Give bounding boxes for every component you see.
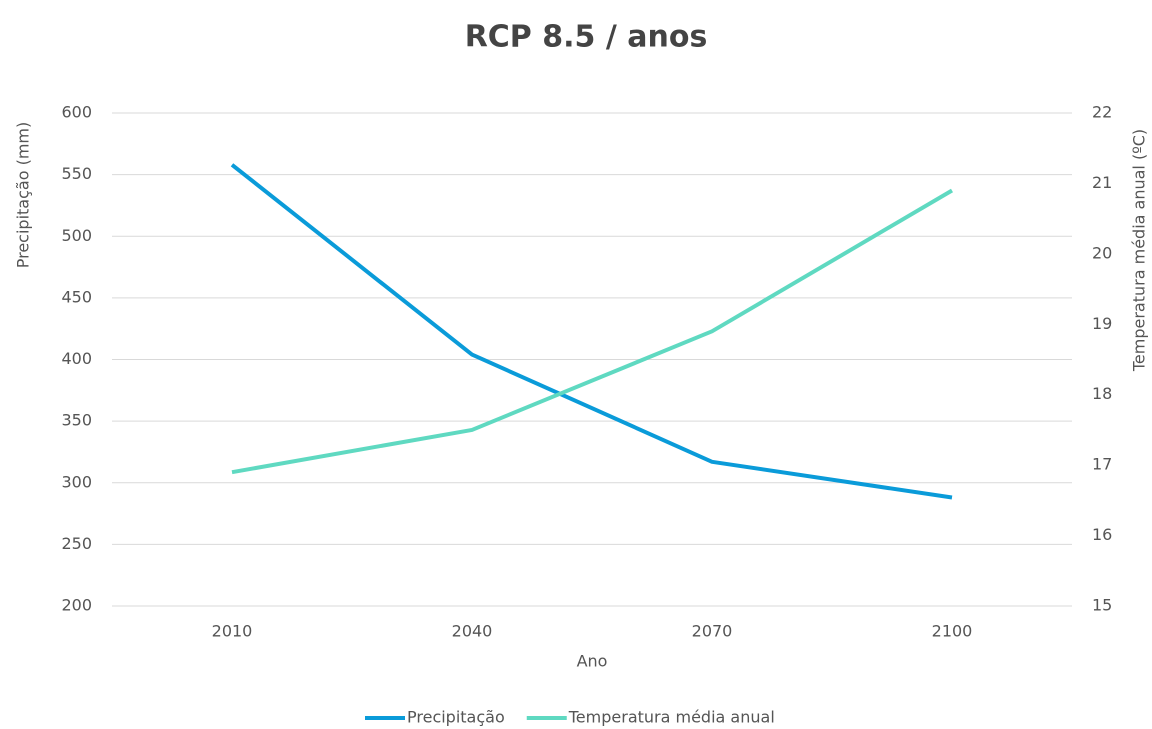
y-axis-label: Precipitação (mm) — [14, 122, 33, 269]
x-tick-label: 2040 — [452, 622, 493, 641]
y-tick-label: 350 — [61, 411, 92, 430]
y2-tick-label: 20 — [1092, 243, 1112, 262]
y2-tick-label: 21 — [1092, 173, 1112, 192]
y-tick-label: 450 — [61, 287, 92, 306]
y2-tick-label: 17 — [1092, 455, 1112, 474]
y2-tick-label: 18 — [1092, 384, 1112, 403]
y2-tick-label: 15 — [1092, 596, 1112, 615]
series-line — [230, 163, 953, 500]
x-axis-label: Ano — [577, 652, 608, 671]
y2-tick-label: 22 — [1092, 103, 1112, 122]
y-tick-label: 250 — [61, 534, 92, 553]
series-line — [231, 188, 954, 475]
x-tick-label: 2100 — [932, 622, 973, 641]
legend-label: Precipitação — [407, 708, 505, 727]
y2-axis-label: Temperatura média anual (ºC) — [1130, 129, 1149, 372]
y-tick-label: 550 — [61, 164, 92, 183]
y-tick-label: 600 — [61, 103, 92, 122]
y-tick-label: 300 — [61, 472, 92, 491]
y2-tick-label: 16 — [1092, 525, 1112, 544]
chart-title: RCP 8.5 / anos — [465, 20, 708, 55]
y2-tick-label: 19 — [1092, 314, 1112, 333]
x-tick-label: 2070 — [692, 622, 733, 641]
y-tick-label: 500 — [61, 226, 92, 245]
x-tick-label: 2010 — [212, 622, 253, 641]
y-tick-label: 400 — [61, 349, 92, 368]
y-tick-label: 200 — [61, 596, 92, 615]
legend-label: Temperatura média anual — [568, 708, 775, 727]
